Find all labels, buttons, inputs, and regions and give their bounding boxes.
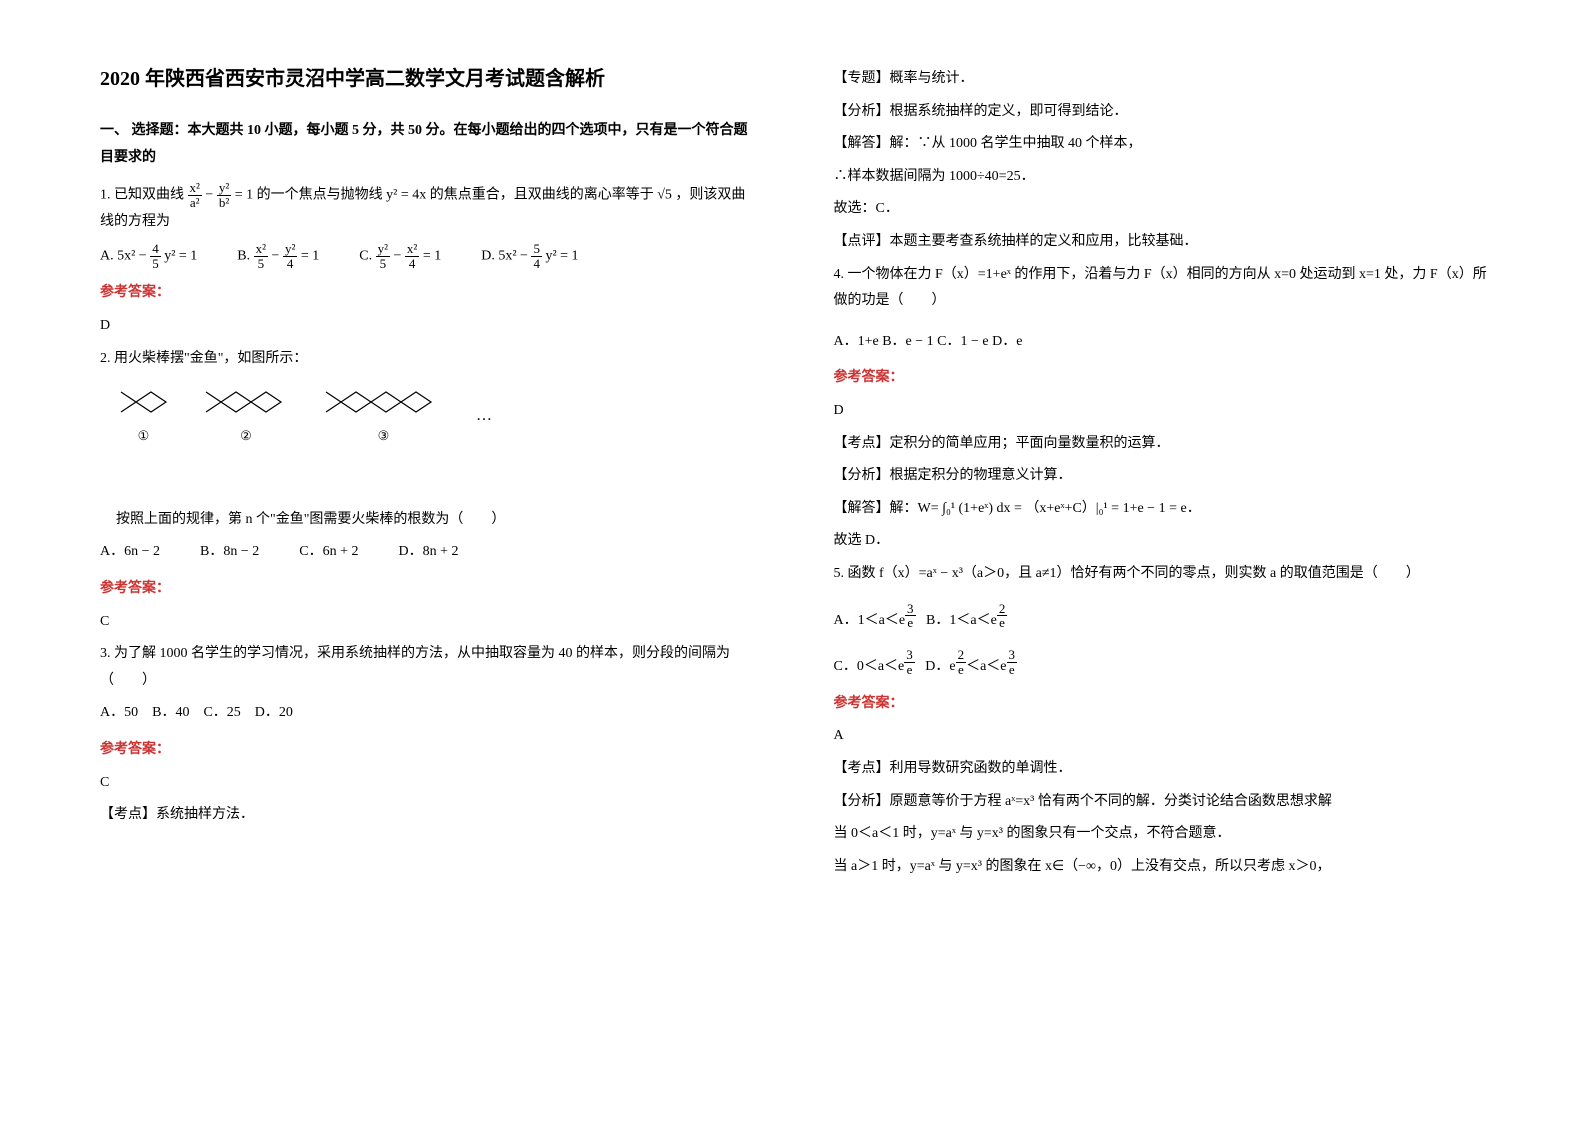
page-title: 2020 年陕西省西安市灵沼中学高二数学文月考试题含解析 (100, 60, 754, 98)
q4-sol: 【解答】解：W= ∫₀¹ (1+eˣ) dx = （x+eˣ+C）|₀¹ = 1… (834, 496, 1488, 523)
q4-sol-post: = （x+eˣ+C）|₀¹ = 1+e − 1 = e． (1011, 501, 1201, 516)
q1-answer: D (100, 313, 754, 340)
ana-label-4: 【分析】 (834, 468, 890, 483)
q5-optD-mid: ＜a＜e (966, 659, 1006, 674)
fish-label-2: ② (240, 424, 252, 449)
q5-optD-pre: D．e (925, 659, 955, 674)
q3-kw-text: 系统抽样方法． (156, 807, 254, 822)
q5-optA: A．1＜a＜e (834, 613, 906, 628)
q2-optA: A．6n − 2 (100, 539, 160, 566)
ana-label: 【分析】 (834, 104, 890, 119)
q3-ana-text: 根据系统抽样的定义，即可得到结论． (890, 104, 1128, 119)
fish-icon-2 (201, 384, 291, 420)
q5-row2: C．0＜a＜e3e D．e2e＜a＜e3e (834, 648, 1488, 681)
q4-sol-mid: ∫₀¹ (1+eˣ) dx (942, 501, 1010, 516)
q1-prefix: 1. 已知双曲线 (100, 188, 184, 203)
fish-3: ③ (321, 384, 446, 449)
sol-label: 【解答】 (834, 136, 890, 151)
q1-term1: x²a² (188, 181, 202, 209)
q1-options: A. 5x² − 45 y² = 1 B. x²5 − y²4 = 1 C. y… (100, 242, 754, 270)
q4-ana: 【分析】根据定积分的物理意义计算． (834, 463, 1488, 490)
q5-optC: C．0＜a＜e (834, 659, 905, 674)
q5-answer: A (834, 723, 1488, 750)
q1-optC: C. y²5 − x²4 = 1 (359, 242, 441, 270)
q4-kw: 【考点】定积分的简单应用；平面向量数量积的运算． (834, 431, 1488, 458)
fish-row: ① ② (116, 384, 754, 449)
fish-label-3: ③ (378, 424, 390, 449)
q3-sol-text1: 解：∵从 1000 名学生中抽取 40 个样本， (890, 136, 1142, 151)
answer-label-2: 参考答案： (100, 576, 754, 603)
q3-topic-text: 概率与统计． (890, 71, 974, 86)
q5-ana-text: 原题意等价于方程 aˣ=x³ 恰有两个不同的解．分类讨论结合函数思想求解 (890, 794, 1332, 809)
q3-answer: C (100, 770, 754, 797)
q2-options: A．6n − 2 B．8n − 2 C．6n + 2 D．8n + 2 (100, 539, 754, 566)
q5-l1: 当 0＜a＜1 时，y=aˣ 与 y=x³ 的图象只有一个交点，不符合题意． (834, 821, 1488, 848)
q3-sol-l3: 故选：C． (834, 196, 1488, 223)
q3-sol-l1: 【解答】解：∵从 1000 名学生中抽取 40 个样本， (834, 131, 1488, 158)
q5-optB: B．1＜a＜e (926, 613, 997, 628)
q3-kw: 【考点】系统抽样方法． (100, 802, 754, 829)
q3-stem: 3. 为了解 1000 名学生的学习情况，采用系统抽样的方法，从中抽取容量为 4… (100, 641, 754, 694)
answer-label-5: 参考答案： (834, 691, 1488, 718)
fish-icon-3 (321, 384, 446, 420)
section-header: 一、 选择题：本大题共 10 小题，每小题 5 分，共 50 分。在每小题给出的… (100, 118, 754, 171)
answer-label-3: 参考答案： (100, 737, 754, 764)
q3-sol-l2: ∴样本数据间隔为 1000÷40=25． (834, 164, 1488, 191)
q5-stem: 5. 函数 f（x）=aˣ − x³（a＞0，且 a≠1）恰好有两个不同的零点，… (834, 561, 1488, 588)
fish-ellipsis: … (476, 401, 492, 431)
rev-label: 【点评】 (834, 234, 890, 249)
fish-2: ② (201, 384, 291, 449)
q3-options: A．50 B．40 C．25 D．20 (100, 700, 754, 727)
topic-label: 【专题】 (834, 71, 890, 86)
kw-label-4: 【考点】 (834, 436, 890, 451)
q4-stem: 4. 一个物体在力 F（x）=1+eˣ 的作用下，沿着与力 F（x）相同的方向从… (834, 262, 1488, 315)
q2-optB: B．8n − 2 (200, 539, 259, 566)
q2-stem: 2. 用火柴棒摆"金鱼"，如图所示： (100, 346, 754, 373)
q1-optD: D. 5x² − 54 y² = 1 (481, 242, 578, 270)
right-column: 【专题】概率与统计． 【分析】根据系统抽样的定义，即可得到结论． 【解答】解：∵… (834, 60, 1488, 1082)
q5-ana: 【分析】原题意等价于方程 aˣ=x³ 恰有两个不同的解．分类讨论结合函数思想求解 (834, 789, 1488, 816)
ana-label-5: 【分析】 (834, 794, 890, 809)
q3-ana: 【分析】根据系统抽样的定义，即可得到结论． (834, 99, 1488, 126)
q4-kw-text: 定积分的简单应用；平面向量数量积的运算． (890, 436, 1170, 451)
sol-label-4: 【解答】 (834, 501, 890, 516)
q2-tail: 按照上面的规律，第 n 个"金鱼"图需要火柴棒的根数为（ ） (116, 507, 754, 534)
q3-topic: 【专题】概率与统计． (834, 66, 1488, 93)
answer-label-4: 参考答案： (834, 365, 1488, 392)
q5-row1: A．1＜a＜e3e B．1＜a＜e2e (834, 602, 1488, 635)
q3-rev-text: 本题主要考查系统抽样的定义和应用，比较基础． (890, 234, 1198, 249)
q4-last: 故选 D． (834, 528, 1488, 555)
kw-label: 【考点】 (100, 807, 156, 822)
q2-answer: C (100, 609, 754, 636)
q1-optB: B. x²5 − y²4 = 1 (237, 242, 319, 270)
q4-answer: D (834, 398, 1488, 425)
fish-label-1: ① (138, 424, 150, 449)
q1-optA: A. 5x² − 45 y² = 1 (100, 242, 197, 270)
q4-options: A．1+e B．e − 1 C．1 − e D．e (834, 329, 1488, 356)
q5-kw: 【考点】利用导数研究函数的单调性． (834, 756, 1488, 783)
fish-icon-1 (116, 384, 171, 420)
kw-label-5: 【考点】 (834, 761, 890, 776)
q4-ana-text: 根据定积分的物理意义计算． (890, 468, 1072, 483)
answer-label: 参考答案： (100, 280, 754, 307)
q2-optC: C．6n + 2 (299, 539, 358, 566)
left-column: 2020 年陕西省西安市灵沼中学高二数学文月考试题含解析 一、 选择题：本大题共… (100, 60, 754, 1082)
fish-1: ① (116, 384, 171, 449)
q1-term2: y²b² (217, 181, 231, 209)
q3-rev: 【点评】本题主要考查系统抽样的定义和应用，比较基础． (834, 229, 1488, 256)
q1-stem: 1. 已知双曲线 x²a² − y²b² = 1 的一个焦点与抛物线 y² = … (100, 181, 754, 236)
q5-kw-text: 利用导数研究函数的单调性． (890, 761, 1072, 776)
q2-optD: D．8n + 2 (398, 539, 458, 566)
q5-l2: 当 a＞1 时，y=aˣ 与 y=x³ 的图象在 x∈（−∞，0）上没有交点，所… (834, 854, 1488, 881)
q4-sol-pre: 解：W= (890, 501, 943, 516)
